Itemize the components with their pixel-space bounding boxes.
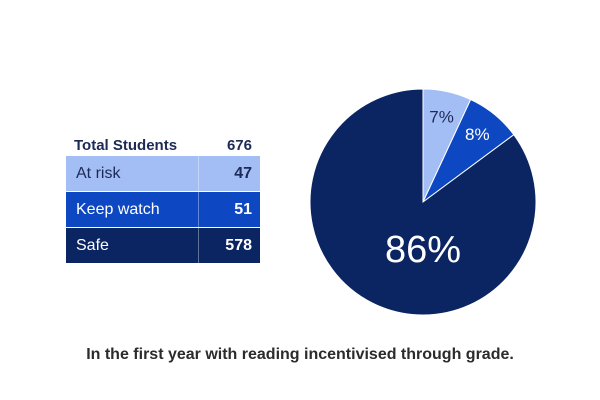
row-label-at-risk: At risk — [76, 164, 121, 182]
row-label-safe: Safe — [76, 236, 109, 254]
table-row-at-risk: At risk 47 — [66, 156, 260, 191]
pie-label-safe: 86% — [385, 229, 461, 271]
table-row-keep-watch: Keep watch 51 — [66, 192, 260, 227]
pie-slice-safe — [309, 88, 537, 316]
total-value: 676 — [226, 136, 252, 154]
chart-caption: In the first year with reading incentivi… — [86, 346, 514, 363]
students-table: Total Students 676 At risk 47 Keep watch… — [66, 134, 260, 264]
row-value-keep-watch: 51 — [198, 192, 260, 227]
pie-chart: 7% 8% 86% — [308, 87, 538, 317]
pie-label-at-risk: 7% — [429, 108, 454, 127]
pie-label-keep-watch: 8% — [465, 125, 490, 144]
table-row-safe: Safe 578 — [66, 228, 260, 263]
row-value-safe: 578 — [198, 228, 260, 263]
row-label-keep-watch: Keep watch — [76, 200, 160, 218]
total-row: Total Students 676 — [66, 134, 260, 156]
row-value-at-risk: 47 — [198, 156, 260, 191]
pie-chart-svg: 7% 8% 86% — [309, 88, 537, 316]
total-label: Total Students — [74, 136, 178, 154]
